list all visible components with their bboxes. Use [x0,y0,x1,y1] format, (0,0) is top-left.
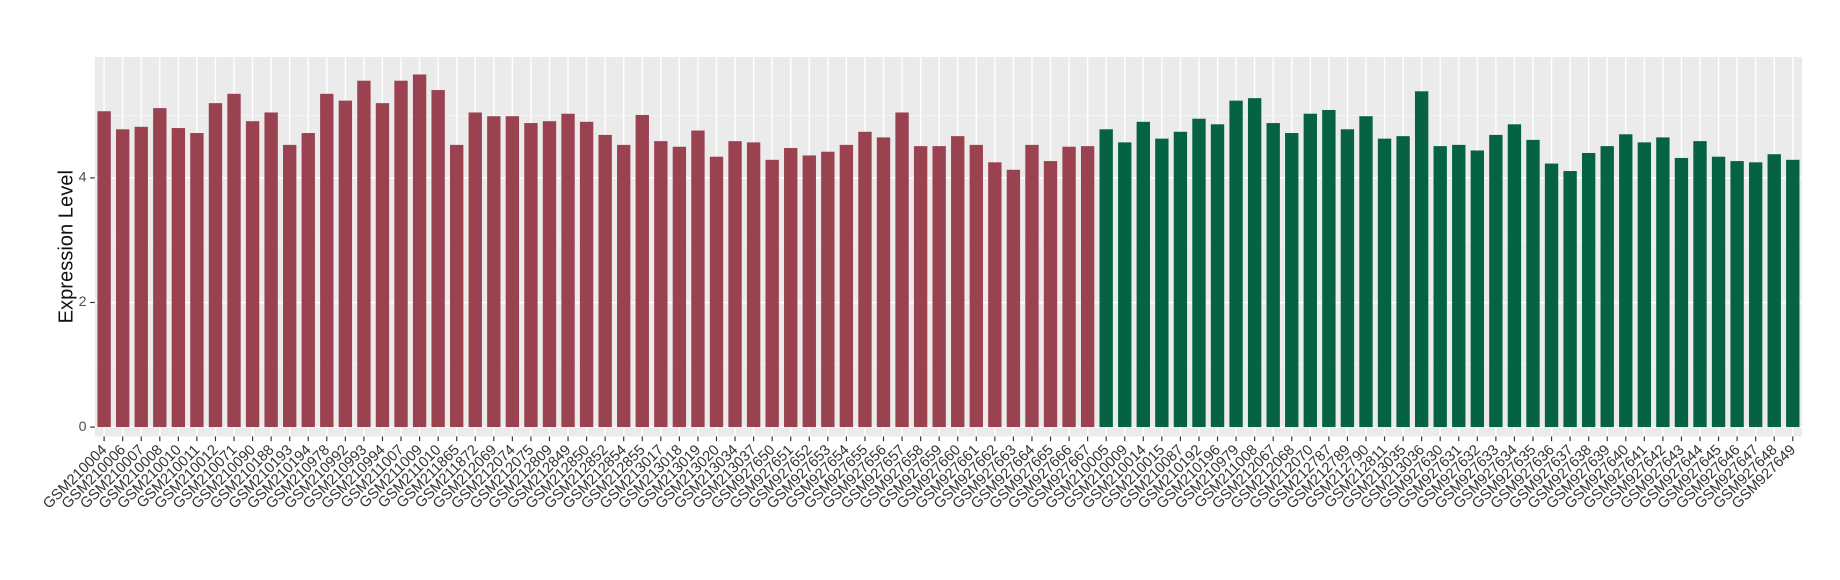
bar [1043,161,1058,428]
bar [691,130,705,428]
bar [431,90,445,428]
bar [1526,139,1540,428]
bar [542,121,557,428]
bar [505,116,520,428]
bar [1452,144,1466,428]
bar [1136,121,1150,428]
bar [1637,142,1652,428]
bar [1767,154,1781,428]
bar [1025,144,1039,428]
bar [1192,118,1206,428]
bar [283,144,297,428]
bar [153,108,167,428]
bar [524,123,538,428]
y-tick-label: 2 [79,294,87,310]
bar [1507,124,1522,428]
bar [1414,91,1429,428]
bar [116,129,130,428]
bar [746,142,761,428]
bar [450,144,464,428]
bar [1581,152,1596,428]
bar [357,80,371,428]
bar [1359,116,1373,428]
bar [932,146,946,428]
bar [579,121,594,428]
y-tick-label: 0 [79,419,87,435]
bar [858,131,872,428]
bar [1080,146,1095,428]
bar [1099,129,1113,428]
bar [245,121,260,428]
bar [1247,98,1262,428]
bar [635,114,649,428]
bar [969,144,983,428]
bar [1210,124,1225,428]
bar [394,80,408,428]
bar [97,111,111,428]
bar [1229,100,1243,428]
bar [1711,156,1726,428]
bar [1396,136,1410,428]
bar [190,133,204,428]
bar [1155,138,1169,428]
bar [709,156,724,428]
bar [1303,113,1317,428]
bar [1062,146,1076,428]
bar [1377,138,1392,428]
bar [1563,171,1577,428]
bar [1748,162,1763,428]
bar [1266,123,1280,428]
bar [988,162,1002,428]
bar [1786,159,1800,428]
bar [338,100,353,428]
bar [951,136,965,428]
bar [728,141,742,428]
bar [784,147,798,428]
bar [1544,163,1559,428]
bar [654,141,668,428]
bar [1619,134,1633,428]
bar [895,112,909,428]
y-tick-label: 4 [79,170,87,186]
bar [765,159,779,428]
bar [264,112,278,428]
bar [1489,134,1503,428]
bar [1322,109,1336,428]
bar [598,134,612,428]
bar [802,155,816,428]
bar [913,146,928,428]
y-axis-title: Expression Level [55,170,77,323]
bar [1285,133,1299,428]
bar [672,146,687,428]
bar [876,137,891,428]
bar [1006,169,1021,428]
bar [1340,129,1355,428]
bar [320,93,334,428]
bar [617,144,631,428]
bar [375,103,390,428]
bar [227,93,241,428]
bar [1470,150,1484,428]
bar [487,116,501,428]
bar [134,126,148,428]
bar [1693,141,1707,428]
bar [208,103,223,428]
bar [839,144,854,428]
bar [1173,131,1188,428]
bar [412,74,427,428]
bar [1433,146,1447,428]
bar [1656,137,1670,428]
bar [561,113,575,428]
bar [821,151,835,428]
bar [1730,161,1744,428]
bar [468,112,482,428]
bar [1674,157,1689,428]
bar [171,128,186,428]
bar [301,133,315,428]
bar [1600,146,1614,428]
bar [1118,142,1132,428]
